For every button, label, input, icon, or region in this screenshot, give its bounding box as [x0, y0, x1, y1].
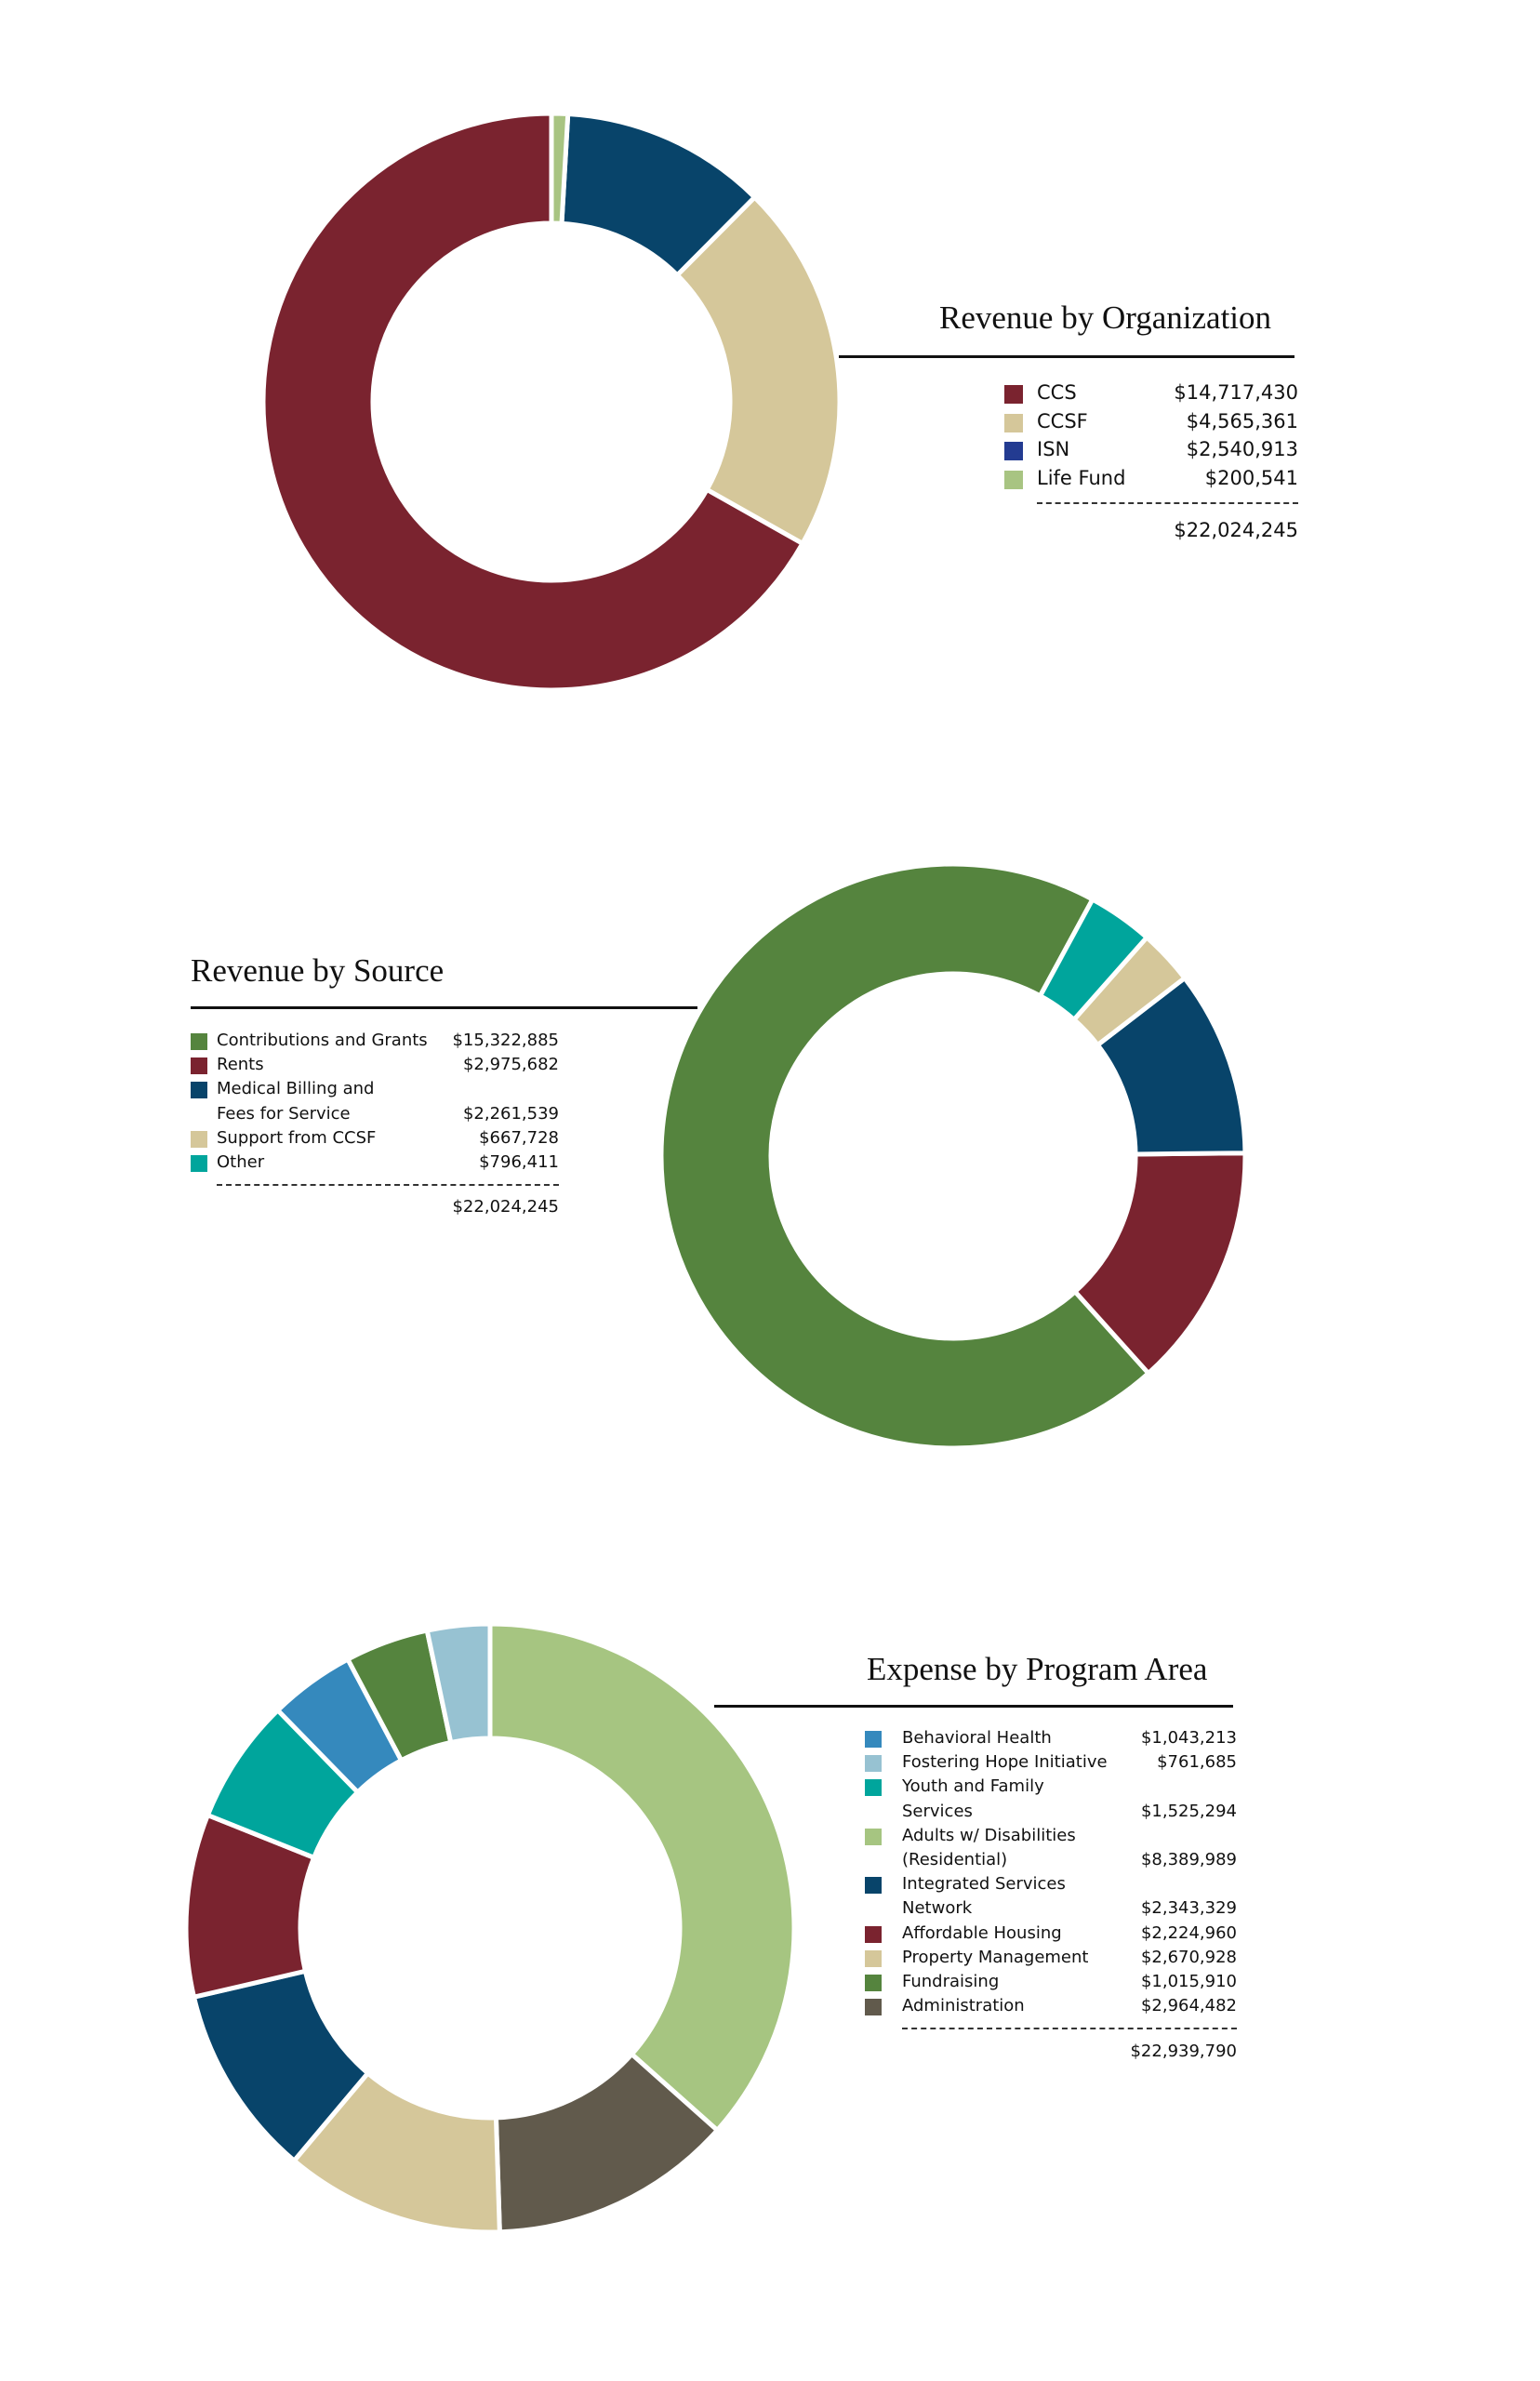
legend-swatch-isn	[1004, 442, 1023, 460]
legend-value-support-from-ccsf: $667,728	[479, 1127, 559, 1148]
slice-fostering-hope-initiative	[424, 1621, 493, 1745]
slice-life-fund	[549, 111, 571, 226]
legend-label-ccsf: CCSF	[1037, 409, 1088, 432]
legend-swatch-fostering-hope-initiative	[865, 1755, 882, 1773]
legend-label-adults-w-disabilities-residential: Adults w/ Disabilities	[902, 1825, 1076, 1845]
legend-value-medical-billing-and-fees-for-service: $2,261,539	[462, 1103, 559, 1124]
legend-divider	[217, 1184, 559, 1187]
legend-label-medical-billing-and-fees-for-service: Fees for Service	[217, 1103, 351, 1124]
title-rule	[191, 1006, 697, 1009]
legend-swatch-support-from-ccsf	[191, 1130, 207, 1148]
legend-label-property-management: Property Management	[902, 1947, 1089, 1967]
legend-total: $22,024,245	[452, 1197, 559, 1217]
legend-label-ccs: CCS	[1037, 381, 1077, 404]
slice-ccs	[260, 111, 805, 693]
legend-label-medical-billing-and-fees-for-service: Medical Billing and	[217, 1079, 375, 1099]
legend-swatch-adults-w-disabilities-residential	[865, 1828, 882, 1845]
legend-value-property-management: $2,670,928	[1140, 1947, 1237, 1967]
legend-value-ccs: $14,717,430	[1174, 381, 1298, 404]
legend-swatch-ccs	[1004, 385, 1023, 404]
slice-other	[1038, 897, 1149, 1022]
legend-swatch-rents	[191, 1057, 207, 1075]
legend-divider	[1037, 502, 1298, 504]
legend-value-adults-w-disabilities-residential: $8,389,989	[1140, 1850, 1237, 1869]
legend-swatch-youth-and-family-services	[865, 1779, 882, 1797]
legend-label-isn: ISN	[1037, 438, 1070, 460]
slice-support-from-ccsf	[1071, 935, 1188, 1047]
slice-rents	[1072, 1151, 1248, 1376]
legend-label-rents: Rents	[217, 1055, 264, 1075]
legend-total: $22,939,790	[1130, 2041, 1237, 2061]
legend-label-integrated-services-network: Integrated Services	[902, 1874, 1066, 1895]
legend-value-ccsf: $4,565,361	[1186, 409, 1298, 432]
legend-divider	[902, 2028, 1237, 2030]
legend-label-contributions-and-grants: Contributions and Grants	[217, 1031, 428, 1050]
legend-swatch-affordable-housing	[865, 1925, 882, 1943]
legend-value-behavioral-health: $1,043,213	[1140, 1728, 1237, 1748]
chart-title-expense-by-program-area: Expense by Program Area	[867, 1651, 1208, 1687]
legend-label-administration: Administration	[902, 1996, 1025, 2016]
legend-value-rents: $2,975,682	[462, 1055, 559, 1075]
legend-label-adults-w-disabilities-residential: (Residential)	[902, 1850, 1008, 1869]
legend-swatch-contributions-and-grants	[191, 1033, 207, 1050]
slice-ccsf	[674, 194, 843, 546]
legend-swatch-integrated-services-network	[865, 1877, 882, 1895]
legend-label-life-fund: Life Fund	[1037, 466, 1126, 489]
legend-swatch-behavioral-health	[865, 1731, 882, 1748]
legend-label-youth-and-family-services: Youth and Family	[902, 1776, 1044, 1797]
legend-label-integrated-services-network: Network	[902, 1898, 973, 1919]
title-rule	[839, 355, 1294, 358]
legend-swatch-fundraising	[865, 1975, 882, 1991]
legend-label-fundraising: Fundraising	[902, 1972, 1000, 1991]
legend-swatch-ccsf	[1004, 413, 1023, 432]
slice-adults-w-disabilities-residential	[487, 1621, 797, 2133]
legend-value-youth-and-family-services: $1,525,294	[1140, 1801, 1237, 1821]
legend-value-life-fund: $200,541	[1204, 466, 1298, 489]
chart-title-revenue-by-organization: Revenue by Organization	[939, 299, 1272, 336]
legend-value-fundraising: $1,015,910	[1140, 1972, 1237, 1991]
legend-value-contributions-and-grants: $15,322,885	[452, 1031, 559, 1050]
title-rule	[714, 1705, 1233, 1708]
legend-value-affordable-housing: $2,224,960	[1140, 1922, 1237, 1943]
legend-label-fostering-hope-initiative: Fostering Hope Initiative	[902, 1752, 1108, 1773]
legend-value-administration: $2,964,482	[1140, 1996, 1237, 2016]
legend-label-behavioral-health: Behavioral Health	[902, 1728, 1052, 1748]
legend-value-other: $796,411	[479, 1152, 559, 1172]
legend-value-integrated-services-network: $2,343,329	[1140, 1898, 1237, 1919]
slice-isn	[559, 112, 757, 278]
legend-label-youth-and-family-services: Services	[902, 1801, 973, 1821]
legend-swatch-property-management	[865, 1949, 882, 1967]
legend-total: $22,024,245	[1174, 518, 1298, 541]
legend-label-other: Other	[217, 1152, 265, 1172]
legend-swatch-administration	[865, 1999, 882, 2016]
slice-medical-billing-and-fees-for-service	[1095, 976, 1248, 1157]
legend-swatch-other	[191, 1155, 207, 1172]
legend-swatch-medical-billing-and-fees-for-service	[191, 1082, 207, 1099]
legend-swatch-life-fund	[1004, 470, 1023, 489]
legend-label-affordable-housing: Affordable Housing	[902, 1922, 1062, 1943]
legend-value-fostering-hope-initiative: $761,685	[1157, 1752, 1237, 1773]
chart-title-revenue-by-source: Revenue by Source	[191, 952, 445, 989]
legend-label-support-from-ccsf: Support from CCSF	[217, 1127, 377, 1148]
slice-contributions-and-grants	[658, 861, 1151, 1451]
legend-value-isn: $2,540,913	[1186, 438, 1298, 460]
